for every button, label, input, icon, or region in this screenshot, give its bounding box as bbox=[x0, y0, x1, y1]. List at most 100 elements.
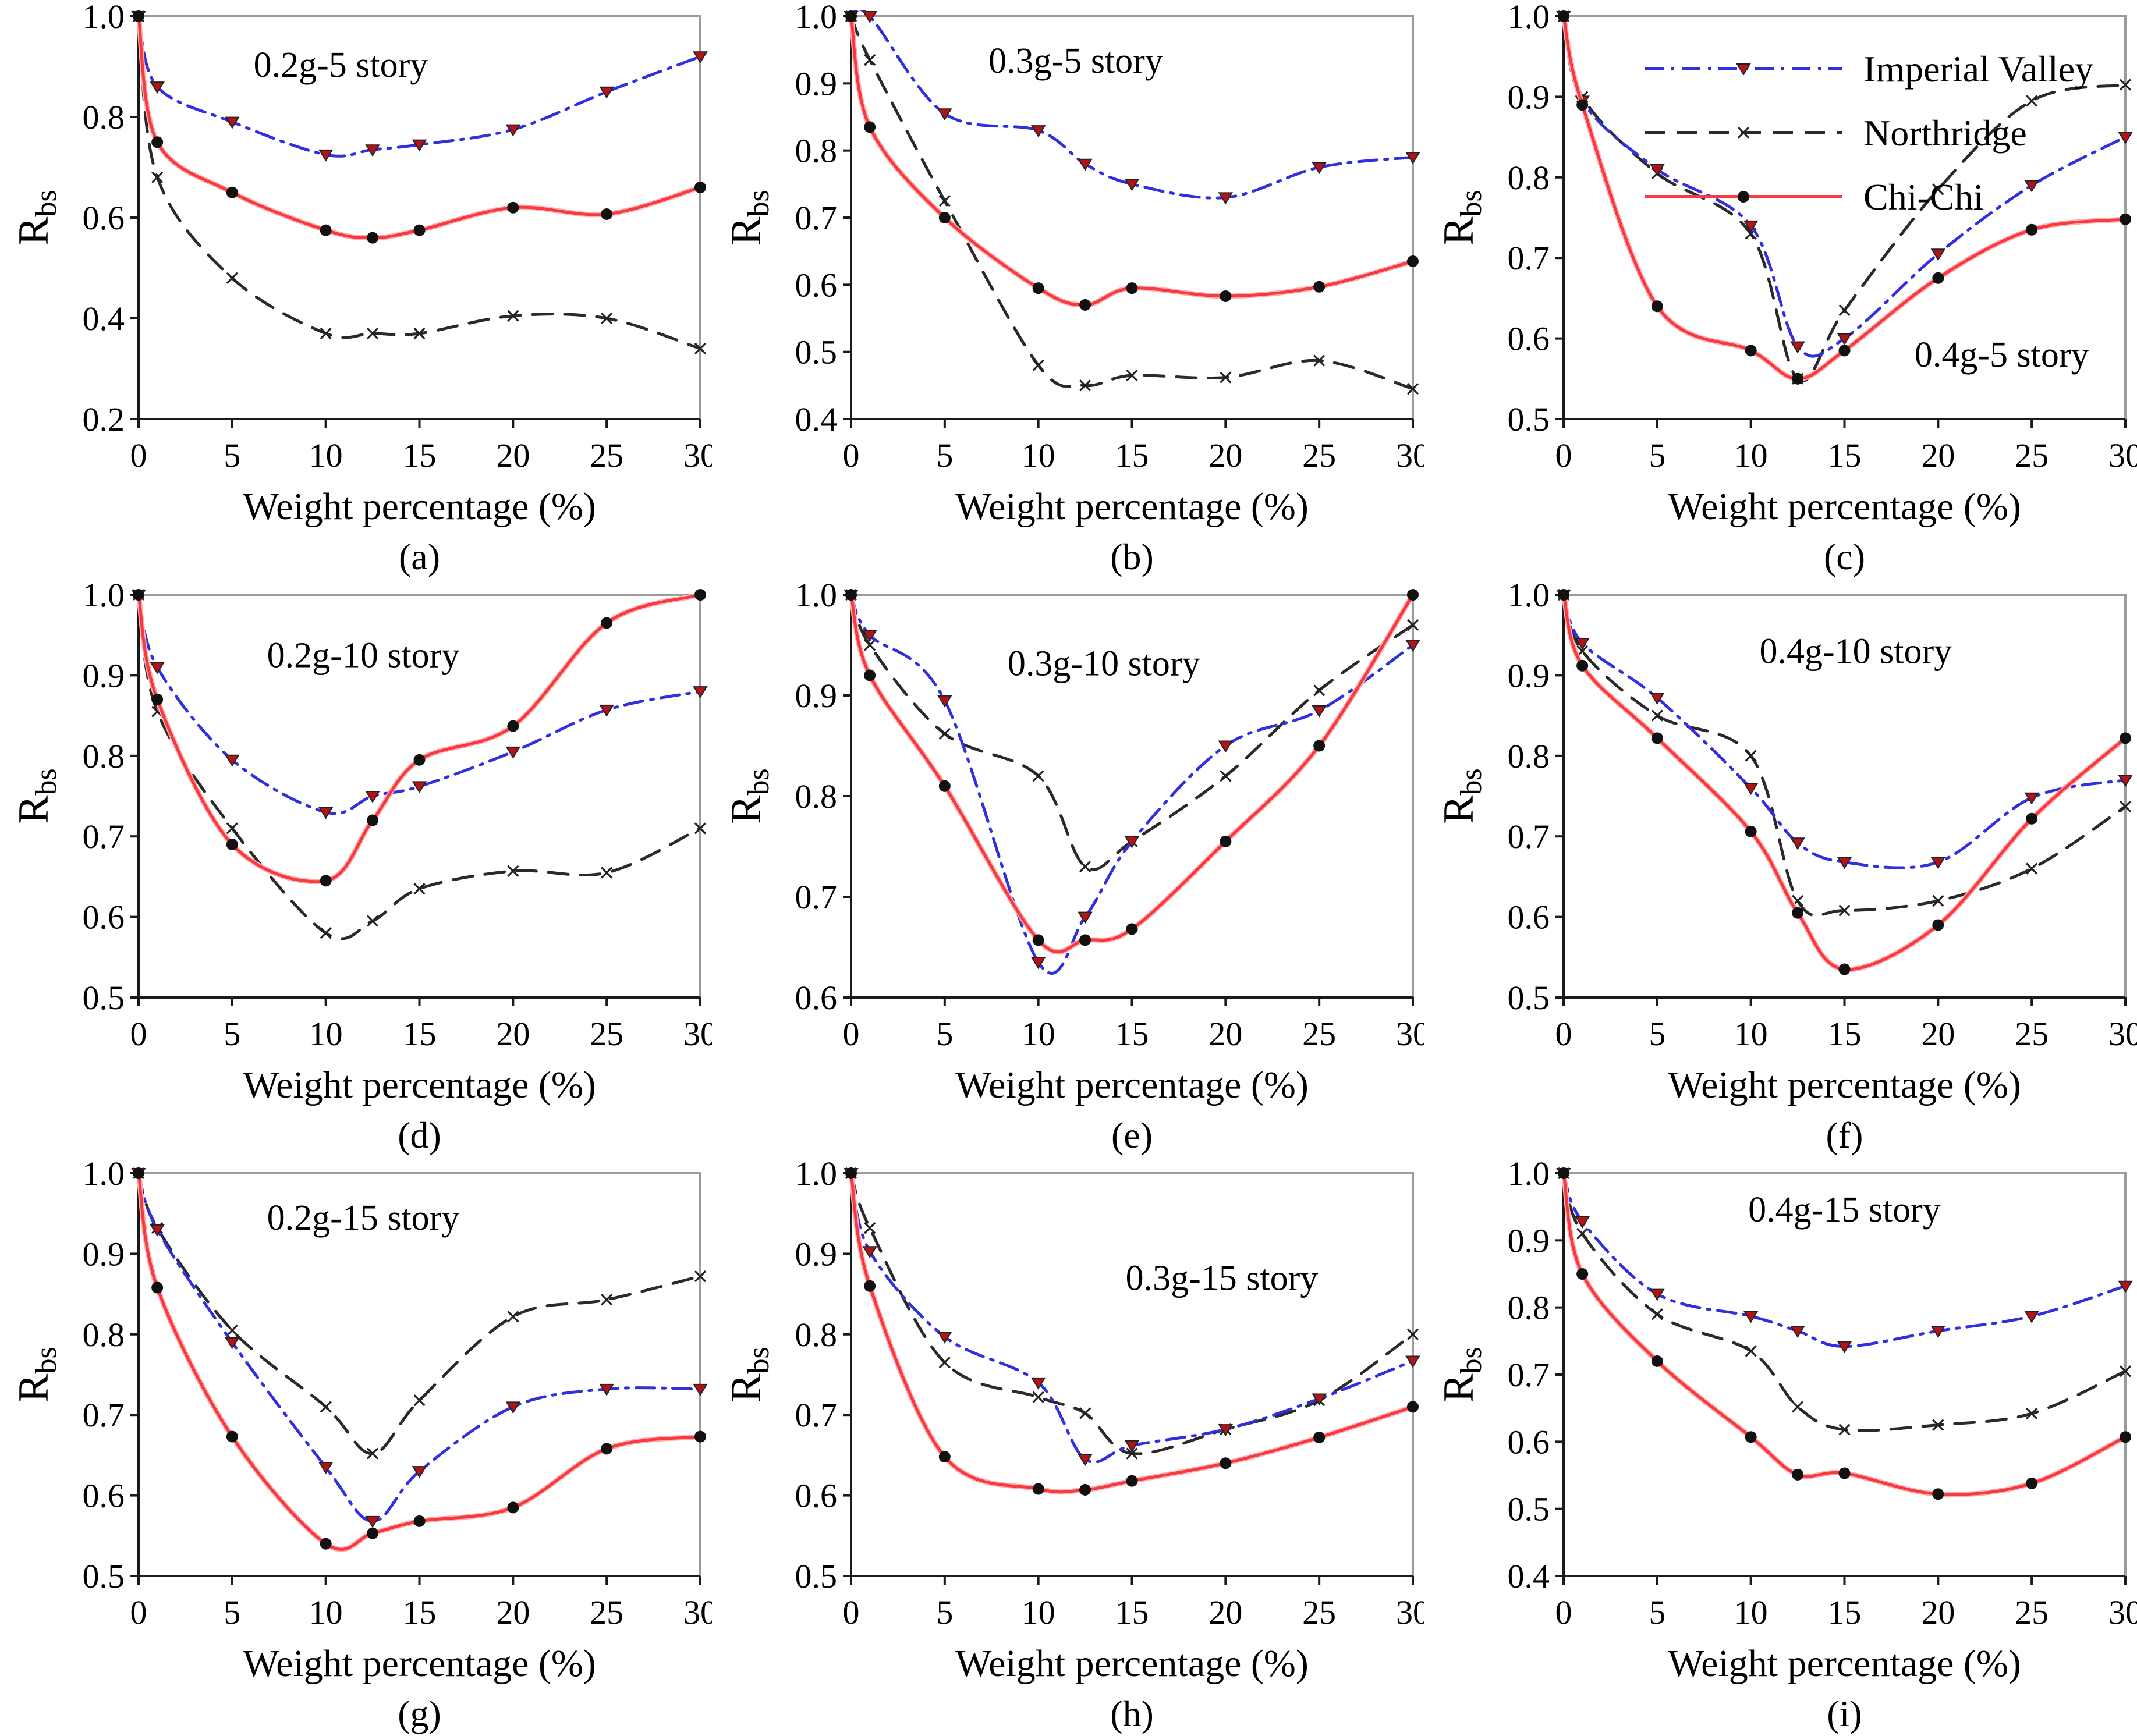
y-axis-label: Rbs bbox=[10, 190, 63, 246]
triangle-marker bbox=[1743, 1311, 1759, 1323]
series-northridge bbox=[1562, 1171, 2127, 1432]
x-tick-label: 0 bbox=[843, 1015, 860, 1053]
x-tick-label: 5 bbox=[936, 1015, 953, 1053]
series-imperial_valley bbox=[1562, 15, 2127, 358]
circle-marker bbox=[1838, 345, 1851, 357]
legend-label-northridge: Northridge bbox=[1863, 112, 2027, 154]
x-tick-label: 10 bbox=[1022, 1015, 1055, 1053]
triangle-marker bbox=[1790, 1326, 1805, 1338]
x-tick-label: 15 bbox=[1828, 1593, 1862, 1631]
x-tick-label: 10 bbox=[309, 1593, 343, 1631]
series-northridge bbox=[137, 1171, 702, 1455]
y-tick-label: 0.8 bbox=[795, 1316, 838, 1354]
circle-marker bbox=[1838, 1467, 1851, 1479]
circle-marker bbox=[1651, 300, 1663, 313]
subplot-i: 0.4 0.5 0.6 0.7 0.8 0.9 1.0 0 5 10 15 20 25 30 Weight … bbox=[1425, 1157, 2137, 1735]
x-axis-label: Weight percentage (%) bbox=[243, 485, 596, 528]
y-axis-label: Rbs bbox=[1435, 768, 1488, 824]
x-tick-label: 20 bbox=[1209, 436, 1242, 474]
x-tick-label: 30 bbox=[2108, 436, 2137, 474]
circle-marker bbox=[1558, 589, 1569, 601]
x-marker bbox=[864, 639, 876, 651]
series-chi_chi-markers bbox=[133, 10, 706, 244]
chart-annotation: 0.2g-10 story bbox=[267, 636, 460, 676]
triangle-marker bbox=[1650, 1288, 1665, 1301]
x-tick-label: 30 bbox=[1396, 1015, 1424, 1053]
y-tick-label: 0.7 bbox=[83, 1396, 125, 1434]
series-northridge-line bbox=[1562, 1171, 2127, 1432]
triangle-marker bbox=[150, 81, 165, 94]
series-chi_chi-markers bbox=[845, 1167, 1419, 1496]
triangle-marker bbox=[365, 144, 380, 157]
y-tick-label: 0.5 bbox=[1508, 979, 1550, 1017]
series-chi_chi-line bbox=[849, 15, 1415, 307]
chart-annotation: 0.2g-5 story bbox=[254, 45, 428, 85]
x-marker bbox=[1737, 126, 1750, 139]
series-chi_chi-markers bbox=[845, 589, 1419, 946]
circle-marker bbox=[226, 1430, 238, 1443]
series-chi_chi bbox=[849, 1171, 1415, 1495]
x-marker bbox=[1079, 379, 1091, 392]
series-chi_chi-line bbox=[1562, 15, 2127, 381]
triangle-marker bbox=[1837, 857, 1852, 869]
series-imperial_valley-line bbox=[137, 593, 702, 815]
x-tick-label: 10 bbox=[1734, 1593, 1768, 1631]
x-axis-label: Weight percentage (%) bbox=[955, 1642, 1309, 1685]
circle-marker bbox=[367, 1527, 379, 1539]
y-tick-label: 0.8 bbox=[795, 132, 838, 170]
triangle-marker bbox=[1575, 1216, 1590, 1229]
x-marker bbox=[1220, 770, 1232, 782]
x-tick-label: 10 bbox=[1734, 1015, 1768, 1053]
x-tick-label: 0 bbox=[130, 1015, 147, 1053]
x-marker bbox=[507, 865, 519, 877]
circle-marker bbox=[1079, 299, 1091, 311]
triangle-marker bbox=[1790, 341, 1805, 354]
circle-marker bbox=[845, 1167, 857, 1179]
circle-marker bbox=[507, 1501, 519, 1514]
circle-marker bbox=[1079, 1483, 1091, 1496]
y-axis-label: Rbs bbox=[722, 768, 775, 824]
series-northridge-line bbox=[137, 15, 702, 350]
circle-marker bbox=[1792, 907, 1804, 919]
circle-marker bbox=[367, 232, 379, 244]
y-tick-label: 0.4 bbox=[1508, 1557, 1550, 1595]
circle-marker bbox=[226, 186, 238, 198]
y-tick-label: 0.5 bbox=[83, 979, 125, 1017]
series-chi_chi-markers bbox=[133, 1167, 706, 1550]
y-axis-label-main: R bbox=[10, 795, 58, 824]
circle-marker bbox=[1558, 1167, 1569, 1179]
triangle-marker bbox=[862, 1246, 877, 1259]
y-tick-label: 0.4 bbox=[83, 300, 125, 338]
circle-marker bbox=[413, 754, 426, 766]
x-marker bbox=[413, 1394, 426, 1407]
x-tick-label: 20 bbox=[1209, 1015, 1242, 1053]
x-tick-label: 15 bbox=[1115, 436, 1149, 474]
x-marker bbox=[601, 312, 613, 325]
series-northridge-line bbox=[1562, 593, 2127, 917]
x-tick-label: 15 bbox=[403, 1593, 437, 1631]
x-marker bbox=[1932, 183, 1944, 196]
triangle-marker bbox=[1790, 837, 1805, 850]
x-tick-label: 0 bbox=[1555, 1593, 1572, 1631]
x-tick-label: 30 bbox=[2108, 1015, 2137, 1053]
series-imperial_valley bbox=[849, 10, 1415, 200]
triangle-marker bbox=[2024, 792, 2039, 805]
subplot-letter: (f) bbox=[1826, 1114, 1863, 1156]
x-tick-label: 5 bbox=[224, 436, 240, 474]
circle-marker bbox=[1932, 1488, 1944, 1500]
triangle-marker bbox=[1405, 1355, 1420, 1368]
circle-marker bbox=[1032, 1483, 1044, 1495]
x-tick-label: 30 bbox=[683, 1015, 712, 1053]
x-axis-label: Weight percentage (%) bbox=[1668, 1064, 2021, 1106]
circle-marker bbox=[320, 224, 332, 236]
legend-label-imperial_valley: Imperial Valley bbox=[1863, 48, 2093, 90]
y-axis-label: Rbs bbox=[1435, 190, 1488, 246]
chart-annotation: 0.3g-15 story bbox=[1126, 1259, 1319, 1298]
y-axis-label-sub: bs bbox=[30, 190, 63, 216]
series-imperial_valley-line bbox=[849, 1171, 1415, 1464]
y-tick-label: 0.5 bbox=[795, 333, 838, 371]
series-chi_chi-markers bbox=[1558, 10, 2131, 385]
triangle-marker bbox=[505, 746, 521, 759]
circle-marker bbox=[601, 617, 613, 629]
